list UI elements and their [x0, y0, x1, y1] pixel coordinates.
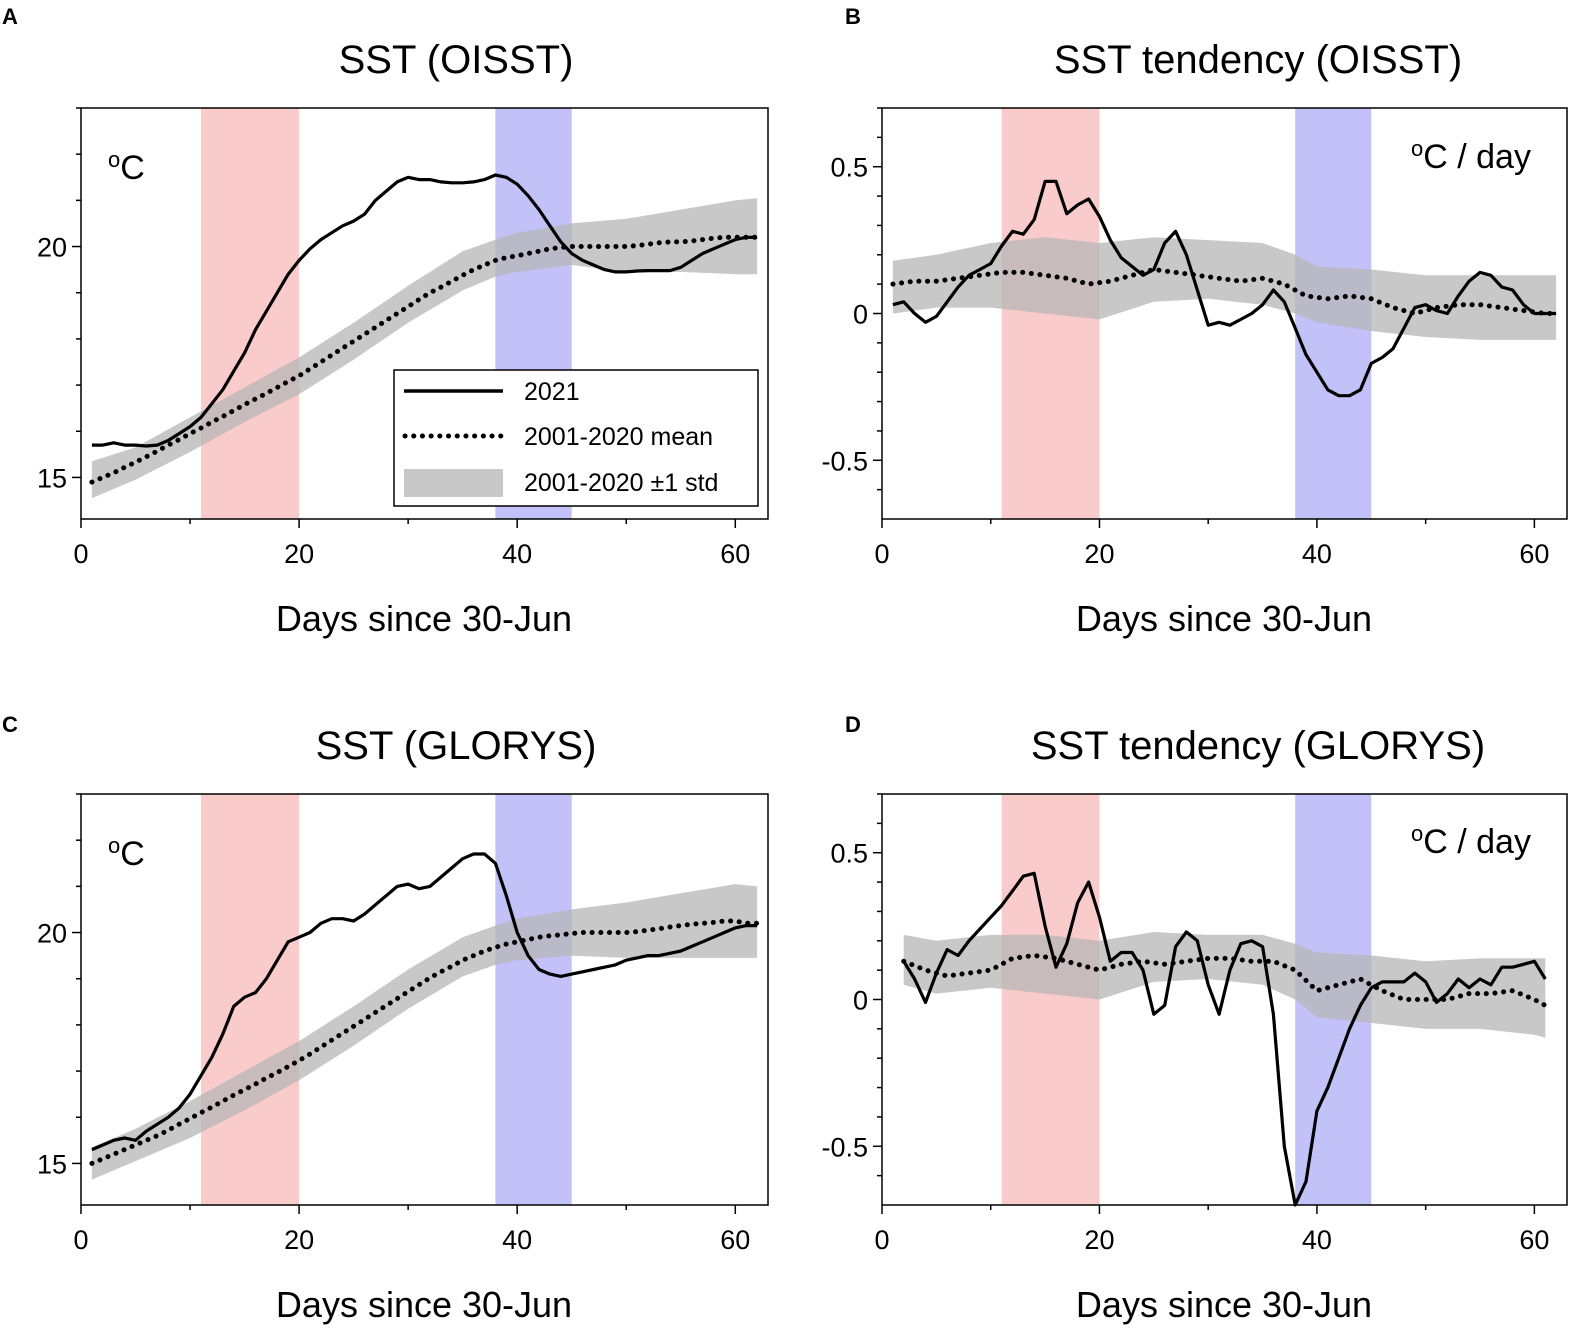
- line-2021-c: [91, 852, 758, 1152]
- chart-title-c: SST (GLORYS): [316, 724, 597, 768]
- unit-label-d: oC / day: [1411, 821, 1531, 861]
- mean-line-c: [89, 918, 760, 1166]
- legend-swatch-std: [404, 469, 503, 497]
- x-tick-label-c: 20: [284, 1225, 314, 1255]
- chart-title-d: SST tendency (GLORYS): [1031, 724, 1485, 768]
- unit-label-b: oC / day: [1411, 136, 1531, 176]
- x-tick-label-b: 60: [1519, 539, 1549, 569]
- panel-letter-b: B: [845, 4, 861, 29]
- chart-title-a: SST (OISST): [339, 38, 574, 82]
- std-band-c: [91, 884, 758, 1180]
- x-tick-label-c: 60: [720, 1225, 750, 1255]
- x-axis-label-a: Days since 30-Jun: [276, 598, 572, 639]
- legend: 2021 2001-2020 mean 2001-2020 ±1 std: [393, 369, 759, 507]
- mean-line-a: [89, 234, 760, 485]
- y-tick-label-b: 0: [853, 300, 868, 330]
- x-tick-label-b: 40: [1302, 539, 1332, 569]
- panel-d: D SST tendency (GLORYS) 0 20 40 60 -0.5 0 0.5…: [821, 712, 1568, 1325]
- unit-label-c: oC: [108, 833, 145, 873]
- line-2021-d: [902, 871, 1547, 1207]
- plot-area-c: 0 20 40 60 15 20: [37, 793, 769, 1255]
- y-tick-label-c: 15: [37, 1149, 67, 1179]
- axes-frame-a: [80, 107, 769, 520]
- unit-superscript-c: o: [108, 833, 120, 858]
- x-axis-label-b: Days since 30-Jun: [1076, 598, 1372, 639]
- warm-period-shade-c: [200, 794, 300, 1205]
- unit-superscript-b: o: [1411, 136, 1423, 161]
- plot-area-b: 0 20 40 60 -0.5 0 0.5: [821, 107, 1568, 569]
- y-tick-label-d: 0.5: [830, 839, 868, 869]
- line-2021-a: [91, 173, 758, 448]
- plot-area-a: 0 20 40 60 15 20: [37, 107, 769, 569]
- x-tick-label-c: 0: [73, 1225, 88, 1255]
- panel-letter-a: A: [2, 4, 18, 29]
- x-tick-label-d: 20: [1084, 1225, 1114, 1255]
- panel-a: A SST (OISST) 0 20 40 60 15 20 oC Days since…: [2, 4, 769, 639]
- unit-label-a: oC: [108, 147, 145, 187]
- x-tick-label-b: 20: [1084, 539, 1114, 569]
- y-tick-label-a: 20: [37, 233, 67, 263]
- y-tick-label-a: 15: [37, 463, 67, 493]
- legend-label-std: 2001-2020 ±1 std: [524, 469, 718, 497]
- y-tick-label-c: 20: [37, 919, 67, 949]
- x-tick-label-a: 40: [502, 539, 532, 569]
- x-tick-label-d: 60: [1519, 1225, 1549, 1255]
- y-tick-label-d: -0.5: [821, 1132, 868, 1162]
- std-band-d: [903, 932, 1546, 1038]
- axes-frame-c: [80, 793, 769, 1206]
- unit-celsius-a: C: [120, 149, 145, 187]
- warm-period-shade-d: [1001, 794, 1100, 1205]
- legend-label-mean: 2001-2020 mean: [524, 423, 713, 451]
- x-tick-label-a: 60: [720, 539, 750, 569]
- panel-b: B SST tendency (OISST) 0 20 40 60 -0.500.5 …: [821, 4, 1568, 639]
- unit-superscript-a: o: [108, 147, 120, 172]
- panel-letter-d: D: [845, 712, 861, 737]
- unit-celsius-c: C: [120, 835, 145, 873]
- std-band-a: [91, 198, 758, 499]
- legend-label-2021: 2021: [524, 378, 580, 406]
- plot-area-d: 0 20 40 60 -0.5 0 0.5: [821, 793, 1568, 1255]
- mean-line-d: [901, 953, 1548, 1008]
- x-tick-label-c: 40: [502, 1225, 532, 1255]
- std-band-b: [892, 237, 1557, 340]
- x-tick-label-d: 40: [1302, 1225, 1332, 1255]
- mean-line-b: [890, 267, 1559, 316]
- unit-text-d: C / day: [1423, 823, 1531, 861]
- unit-superscript-d: o: [1411, 821, 1423, 846]
- y-tick-label-b: -0.5: [821, 446, 868, 476]
- line-2021-b: [892, 179, 1557, 398]
- x-tick-label-b: 0: [874, 539, 889, 569]
- warm-period-shade-a: [200, 108, 300, 519]
- panel-letter-c: C: [2, 712, 18, 737]
- x-axis-label-d: Days since 30-Jun: [1076, 1284, 1372, 1325]
- chart-title-b: SST tendency (OISST): [1054, 38, 1462, 82]
- x-tick-label-a: 20: [284, 539, 314, 569]
- y-tick-label-b: 0.5: [830, 153, 868, 183]
- y-tick-label-d: 0: [853, 986, 868, 1016]
- x-axis-label-c: Days since 30-Jun: [276, 1284, 572, 1325]
- cool-period-shade-c: [495, 794, 572, 1205]
- x-tick-label-d: 0: [874, 1225, 889, 1255]
- unit-text-b: C / day: [1423, 138, 1531, 176]
- x-tick-label-a: 0: [73, 539, 88, 569]
